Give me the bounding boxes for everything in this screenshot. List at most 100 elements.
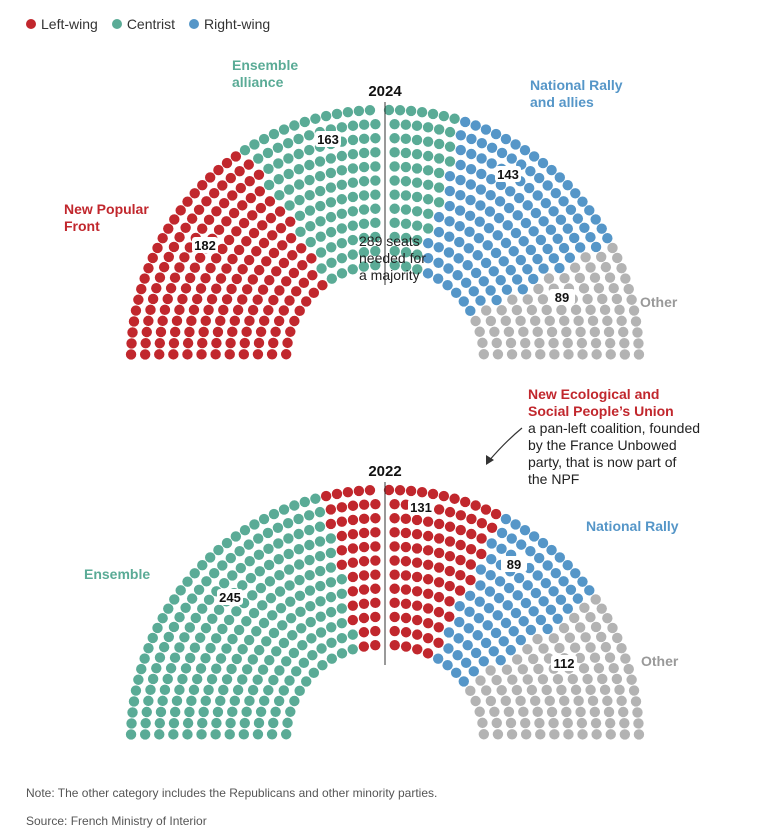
seat-dot bbox=[589, 652, 601, 663]
seat-dot bbox=[225, 717, 236, 729]
seat-dot bbox=[268, 128, 280, 140]
seat-dot bbox=[585, 304, 596, 316]
seat-dot bbox=[493, 592, 505, 604]
seat-dot bbox=[277, 620, 288, 631]
seat-dot bbox=[458, 296, 469, 307]
seat-dot bbox=[155, 326, 167, 338]
seat-count-1-2: 89 bbox=[507, 557, 521, 572]
seat-dot bbox=[512, 590, 523, 601]
seat-dot bbox=[532, 706, 543, 718]
seat-dot bbox=[336, 238, 348, 249]
seat-dot bbox=[203, 684, 214, 696]
seat-dot bbox=[480, 637, 492, 649]
seat-dot bbox=[422, 238, 434, 249]
seat-dot bbox=[389, 133, 400, 144]
seat-dot bbox=[520, 717, 531, 729]
seat-dot bbox=[444, 216, 455, 227]
seat-dot bbox=[221, 216, 232, 227]
seat-dot bbox=[163, 631, 174, 643]
seat-dot bbox=[317, 660, 328, 671]
seat-dot bbox=[455, 174, 466, 186]
seat-dot bbox=[208, 187, 220, 199]
seat-dot bbox=[480, 504, 492, 515]
seat-dot bbox=[326, 273, 338, 284]
seat-dot bbox=[237, 264, 248, 275]
seat-dot bbox=[522, 674, 533, 685]
seat-dot bbox=[535, 234, 547, 246]
seat-dot bbox=[227, 706, 238, 718]
seat-dot bbox=[438, 110, 450, 122]
seat-dot bbox=[502, 220, 513, 231]
seat-dot bbox=[325, 518, 337, 530]
seat-dot bbox=[528, 531, 540, 542]
seat-dot bbox=[237, 580, 248, 591]
seat-dot bbox=[241, 706, 252, 718]
seat-dot bbox=[483, 222, 495, 234]
seat-dot bbox=[184, 272, 196, 284]
seat-dot bbox=[465, 305, 476, 317]
seat-dot bbox=[492, 729, 504, 740]
seat-dot bbox=[247, 304, 259, 316]
seat-dot bbox=[182, 337, 194, 349]
seat-dot bbox=[485, 569, 496, 581]
seat-dot bbox=[317, 280, 328, 291]
seat-dot bbox=[530, 587, 542, 599]
seat-dot bbox=[400, 247, 412, 258]
legend: Left-wing Centrist Right-wing bbox=[26, 16, 270, 32]
seat-dot bbox=[174, 684, 185, 696]
seat-dot bbox=[537, 157, 549, 169]
seat-dot bbox=[443, 627, 455, 638]
seat-dot bbox=[152, 242, 163, 254]
seat-dot bbox=[596, 631, 607, 643]
seat-dot bbox=[254, 186, 266, 197]
seat-dot bbox=[201, 576, 212, 587]
seat-dot bbox=[562, 223, 573, 234]
seat-dot bbox=[400, 204, 412, 215]
seat-dot bbox=[623, 283, 634, 295]
seat-dot bbox=[541, 684, 552, 696]
seat-dot bbox=[314, 170, 326, 182]
seat-dot bbox=[422, 632, 434, 644]
seat-dot bbox=[534, 717, 545, 729]
seat-dot bbox=[444, 550, 456, 562]
seat-dot bbox=[186, 593, 198, 604]
seat-dot bbox=[590, 214, 601, 225]
seat-dot bbox=[589, 272, 601, 283]
seat-dot bbox=[265, 592, 277, 604]
seat-dot bbox=[534, 552, 545, 564]
seat-dot bbox=[291, 666, 302, 677]
seat-dot bbox=[268, 717, 279, 729]
seat-count-1-1: 131 bbox=[410, 500, 432, 515]
seat-dot bbox=[433, 211, 445, 223]
seat-dot bbox=[444, 580, 455, 592]
seat-dot bbox=[264, 196, 276, 207]
seat-count-0-3: 89 bbox=[555, 290, 569, 305]
seat-dot bbox=[364, 105, 376, 116]
seat-dot bbox=[496, 147, 508, 159]
seat-dot bbox=[325, 211, 337, 223]
seat-dot bbox=[301, 676, 312, 687]
seat-dot bbox=[179, 632, 190, 643]
seat-dot bbox=[400, 119, 412, 130]
seat-dot bbox=[215, 273, 227, 284]
seat-dot bbox=[188, 684, 200, 696]
seat-dot bbox=[270, 706, 281, 717]
seat-dot bbox=[501, 284, 513, 295]
party-label-0-1: alliance bbox=[232, 74, 284, 90]
seat-dot bbox=[143, 262, 154, 274]
seat-dot bbox=[264, 576, 276, 587]
seat-dot bbox=[490, 508, 502, 520]
seat-dot bbox=[543, 273, 555, 284]
seat-dot bbox=[270, 326, 281, 337]
seat-dot bbox=[196, 349, 207, 360]
seat-dot bbox=[253, 337, 265, 349]
seat-dot bbox=[370, 498, 381, 510]
seat-dot bbox=[139, 729, 151, 740]
seat-dot bbox=[255, 706, 267, 717]
seat-dot bbox=[195, 283, 207, 294]
seat-dot bbox=[204, 552, 216, 563]
seat-dot bbox=[282, 137, 294, 149]
seat-dot bbox=[200, 315, 211, 327]
seat-dot bbox=[602, 233, 613, 244]
seat-dot bbox=[443, 247, 455, 258]
